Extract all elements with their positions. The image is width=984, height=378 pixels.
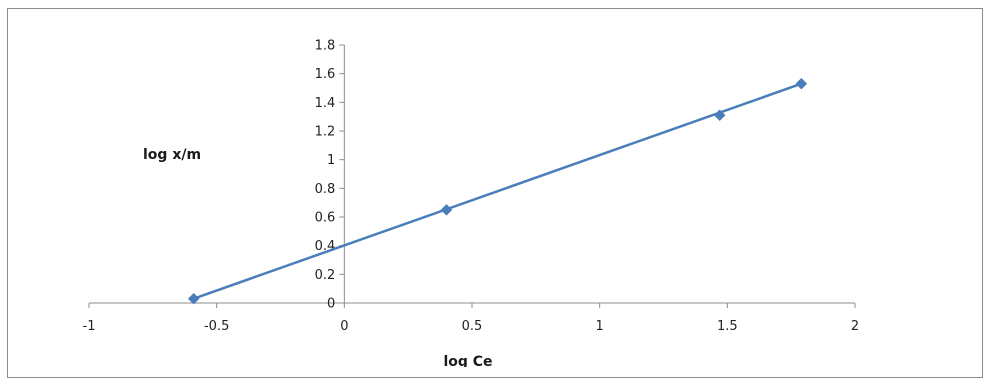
y-tick-label: 0.2 bbox=[315, 268, 336, 283]
tick-labels-layer: 00.20.40.60.811.21.41.61.8-1 -0.5 0 0.5 1 1.5… bbox=[83, 39, 860, 335]
chart-plot: 00.20.40.60.811.21.41.61.8-1 -0.5 0 0.5 1 1.5… bbox=[83, 39, 860, 368]
x-tick-label: -0.5 bbox=[204, 319, 229, 334]
x-axis-title: log Ce bbox=[443, 354, 492, 367]
y-tick-label: 1 bbox=[327, 153, 335, 168]
data-point-marker bbox=[440, 203, 453, 216]
y-tick-label: 1.8 bbox=[315, 39, 336, 54]
x-tick-label: 0.5 bbox=[462, 319, 483, 334]
y-tick-label: 1.4 bbox=[315, 96, 336, 111]
y-tick-label: 0.6 bbox=[315, 211, 336, 226]
axes-layer bbox=[88, 44, 856, 308]
trendline-layer bbox=[193, 82, 802, 300]
x-tick-label: 1 bbox=[596, 319, 604, 334]
y-tick-label: 0 bbox=[327, 297, 335, 312]
y-axis-title: log x/m bbox=[143, 147, 201, 163]
data-point-marker bbox=[187, 292, 200, 305]
trend-line bbox=[193, 82, 802, 300]
markers-layer bbox=[187, 77, 808, 305]
y-tick-label: 1.2 bbox=[315, 125, 336, 140]
x-tick-label: 1.5 bbox=[717, 319, 738, 334]
data-point-marker bbox=[713, 109, 726, 122]
y-tick-label: 1.6 bbox=[315, 67, 336, 82]
x-tick-label: 0 bbox=[340, 319, 348, 334]
x-tick-label: -1 bbox=[83, 319, 96, 334]
data-point-marker bbox=[795, 77, 808, 90]
x-tick-label: 2 bbox=[851, 319, 859, 334]
y-tick-label: 0.8 bbox=[315, 182, 336, 197]
